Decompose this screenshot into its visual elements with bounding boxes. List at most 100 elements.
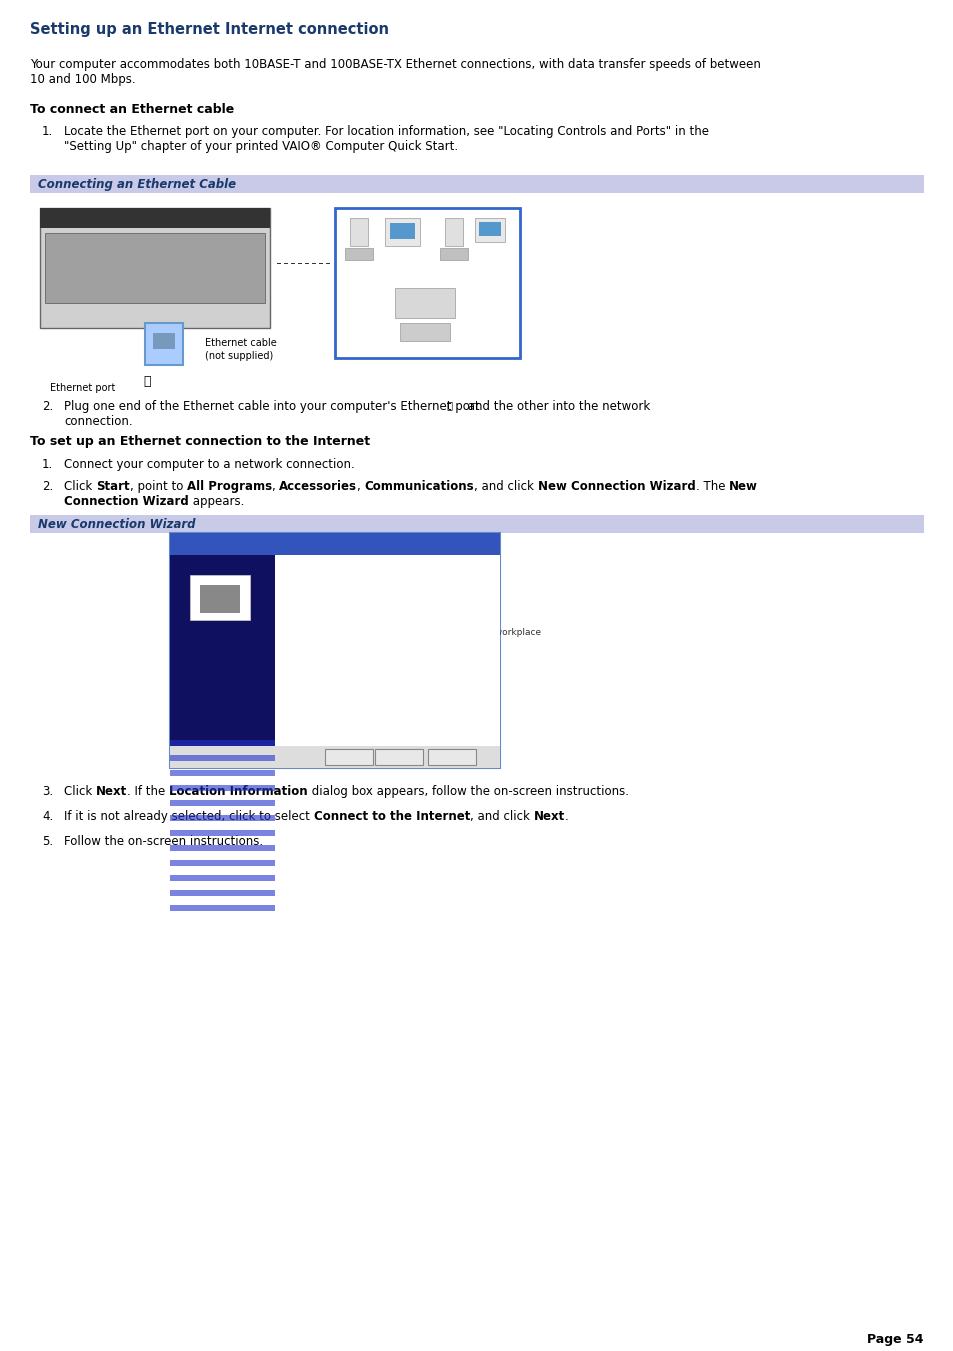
Text: ,: , [357, 480, 364, 493]
Bar [170, 785, 274, 790]
Bar [170, 770, 274, 775]
Bar [170, 555, 274, 746]
Bar [399, 323, 450, 340]
Bar [428, 748, 476, 765]
Text: New Connection Wizard: New Connection Wizard [38, 517, 195, 531]
Text: "Setting Up" chapter of your printed VAIO® Computer Quick Start.: "Setting Up" chapter of your printed VAI… [64, 141, 457, 153]
Bar [170, 875, 274, 881]
Text: Click: Click [64, 785, 96, 798]
Text: New: New [728, 480, 758, 493]
Text: < Back: < Back [334, 751, 364, 761]
Text: Connecting an Ethernet Cable: Connecting an Ethernet Cable [38, 178, 236, 190]
Bar [395, 288, 455, 317]
Text: •  Connect to a private network, such as your workplace: • Connect to a private network, such as … [285, 628, 540, 638]
Bar [335, 208, 519, 358]
Text: Next >: Next > [384, 751, 414, 761]
Text: Next: Next [533, 811, 564, 823]
Text: This wizard helps you:: This wizard helps you: [285, 600, 385, 609]
Text: All Programs: All Programs [187, 480, 272, 493]
Bar [170, 905, 274, 911]
Text: 3.: 3. [42, 785, 53, 798]
Text: Connect your computer to a network connection.: Connect your computer to a network conne… [64, 458, 355, 471]
Text: •  Connect to the Internet: • Connect to the Internet [285, 615, 402, 624]
Text: connection.: connection. [64, 415, 132, 428]
Bar [478, 222, 500, 236]
Text: 5.: 5. [42, 835, 53, 848]
Text: (not supplied): (not supplied) [205, 351, 273, 361]
Text: 1.: 1. [42, 458, 53, 471]
Bar [40, 208, 270, 228]
Text: ⌕: ⌕ [143, 376, 151, 388]
Bar [170, 890, 274, 896]
Bar [30, 193, 923, 388]
Text: Plug one end of the Ethernet cable into your computer's Ethernet port: Plug one end of the Ethernet cable into … [64, 400, 479, 413]
Bar [439, 249, 468, 259]
Text: Welcome to the New Connection: Welcome to the New Connection [285, 567, 477, 580]
Text: Connect to the Internet: Connect to the Internet [314, 811, 470, 823]
Text: Connection Wizard: Connection Wizard [64, 494, 189, 508]
Text: Start: Start [96, 480, 130, 493]
Bar [170, 844, 274, 851]
Bar [40, 208, 270, 328]
Bar [170, 534, 499, 555]
Bar [30, 176, 923, 193]
Bar [45, 232, 265, 303]
Text: , and click: , and click [474, 480, 537, 493]
Bar [170, 815, 274, 821]
Text: Click: Click [64, 480, 96, 493]
Bar [274, 555, 499, 746]
Bar [350, 218, 368, 246]
Text: Your computer accommodates both 10BASE-T and 100BASE-TX Ethernet connections, wi: Your computer accommodates both 10BASE-T… [30, 58, 760, 72]
Text: Wizard: Wizard [285, 580, 325, 593]
Bar [385, 218, 419, 246]
Bar [190, 576, 250, 620]
Text: 10 and 100 Mbps.: 10 and 100 Mbps. [30, 73, 135, 86]
Text: .: . [564, 811, 568, 823]
Bar [170, 755, 274, 761]
Text: Page 54: Page 54 [866, 1333, 923, 1346]
Bar [345, 249, 373, 259]
Text: New Connection Wizard: New Connection Wizard [537, 480, 695, 493]
Text: New Connection Wizard: New Connection Wizard [178, 536, 286, 546]
Text: Setting up an Ethernet Internet connection: Setting up an Ethernet Internet connecti… [30, 22, 389, 36]
Text: Location Information: Location Information [169, 785, 308, 798]
Bar [375, 748, 422, 765]
Text: Next: Next [96, 785, 127, 798]
Bar [145, 323, 183, 365]
Text: . The: . The [695, 480, 728, 493]
Text: , point to: , point to [130, 480, 187, 493]
Bar [152, 332, 174, 349]
Text: Communications: Communications [364, 480, 474, 493]
Bar [200, 585, 240, 613]
Text: network.: network. [294, 640, 335, 648]
Text: Locate the Ethernet port on your computer. For location information, see "Locati: Locate the Ethernet port on your compute… [64, 126, 708, 138]
Bar [170, 861, 274, 866]
Text: and the other into the network: and the other into the network [463, 400, 650, 413]
Text: 2.: 2. [42, 400, 53, 413]
Bar [170, 746, 499, 767]
Text: Ethernet cable: Ethernet cable [205, 338, 276, 349]
Text: 4.: 4. [42, 811, 53, 823]
Text: •  Set up a home or small office network.: • Set up a home or small office network. [285, 653, 472, 662]
Text: Accessories: Accessories [279, 480, 357, 493]
Text: . If the: . If the [127, 785, 169, 798]
Text: To connect an Ethernet cable: To connect an Ethernet cable [30, 103, 234, 116]
Bar [30, 515, 923, 534]
Text: To continue, click Next.: To continue, click Next. [285, 685, 390, 694]
Bar [444, 218, 462, 246]
Bar [475, 218, 504, 242]
Bar [170, 534, 499, 767]
Bar [170, 740, 274, 746]
Text: To set up an Ethernet connection to the Internet: To set up an Ethernet connection to the … [30, 435, 370, 449]
Text: Cancel: Cancel [437, 751, 466, 761]
Text: appears.: appears. [189, 494, 244, 508]
Text: Ethernet port: Ethernet port [50, 382, 115, 393]
Bar [170, 800, 274, 807]
Text: dialog box appears, follow the on-screen instructions.: dialog box appears, follow the on-screen… [308, 785, 628, 798]
Bar [325, 748, 373, 765]
Bar [390, 223, 415, 239]
Text: If it is not already selected, click to select: If it is not already selected, click to … [64, 811, 314, 823]
Bar [170, 830, 274, 836]
Text: , and click: , and click [470, 811, 533, 823]
Text: ,: , [272, 480, 279, 493]
